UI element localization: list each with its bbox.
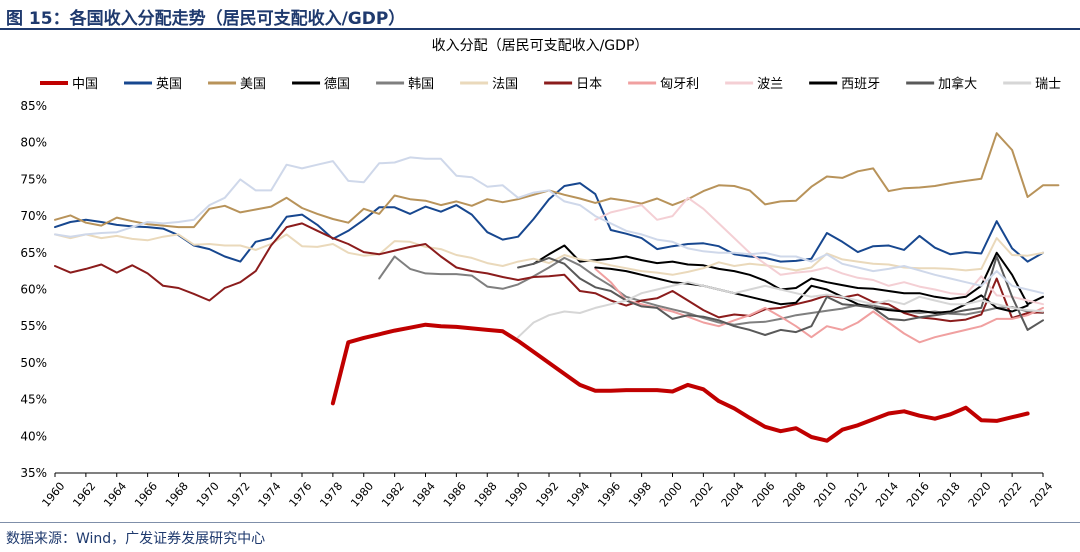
y-tick-label: 70% <box>20 209 47 223</box>
x-tick-label: 1968 <box>163 480 191 510</box>
series-line <box>517 281 1044 339</box>
y-tick-label: 75% <box>20 172 47 186</box>
legend: 中国英国美国德国韩国法国日本匈牙利波兰西班牙加拿大瑞士意大利 <box>40 76 1061 92</box>
y-tick-label: 60% <box>20 283 47 297</box>
x-tick-label: 2004 <box>719 480 747 510</box>
series-line <box>594 267 1044 344</box>
y-tick-label: 50% <box>20 356 47 370</box>
legend-label: 日本 <box>576 77 602 92</box>
x-tick-label: 2020 <box>966 480 994 510</box>
legend-item: 韩国 <box>376 77 434 92</box>
legend-item: 西班牙 <box>809 77 880 92</box>
x-tick-label: 2006 <box>750 480 778 510</box>
x-tick-label: 1972 <box>225 480 253 510</box>
legend-item: 匈牙利 <box>628 77 699 92</box>
legend-label: 法国 <box>492 77 518 92</box>
x-tick-label: 2000 <box>657 480 685 510</box>
legend-item: 瑞士 <box>1003 77 1061 92</box>
line-chart: 收入分配（居民可支配收入/GDP） 中国 英国 美国 德国 韩国 法国 日本 匈牙利 波兰 西班牙… <box>20 38 1061 510</box>
x-tick-label: 1976 <box>286 480 314 510</box>
source-note: 数据来源：Wind，广发证券发展研究中心 <box>6 531 266 547</box>
x-tick-label: 1980 <box>348 480 376 510</box>
x-tick-label: 1988 <box>472 480 500 510</box>
series-line <box>532 244 1044 306</box>
legend-item: 德国 <box>292 77 350 92</box>
legend-item: 法国 <box>460 77 518 92</box>
legend-label: 韩国 <box>408 77 434 92</box>
x-tick-label: 1962 <box>70 480 98 510</box>
x-tick-label: 1996 <box>595 480 623 510</box>
legend-item: 英国 <box>124 77 182 92</box>
x-tick-label: 1966 <box>132 480 160 510</box>
x-tick-label: 2012 <box>842 480 870 510</box>
x-tick-label: 2010 <box>811 480 839 510</box>
x-tick-label: 1992 <box>533 480 561 510</box>
y-tick-label: 55% <box>20 319 47 333</box>
x-tick-label: 2024 <box>1027 480 1055 510</box>
y-tick-label: 40% <box>20 429 47 443</box>
series-lines <box>54 132 1060 443</box>
legend-label: 波兰 <box>757 77 783 92</box>
legend-item: 日本 <box>544 77 602 92</box>
x-tick-label: 2008 <box>780 480 808 510</box>
x-tick-label: 2018 <box>935 480 963 510</box>
x-tick-label: 1978 <box>317 480 345 510</box>
series-line <box>330 322 1030 443</box>
series-line <box>54 222 1044 323</box>
legend-label: 美国 <box>240 77 266 92</box>
legend-label: 英国 <box>156 77 182 92</box>
top-divider <box>0 28 1080 30</box>
x-tick-label: 1990 <box>503 480 531 510</box>
series-line <box>54 132 1060 229</box>
legend-label: 匈牙利 <box>660 77 699 92</box>
legend-item: 中国 <box>40 77 98 92</box>
x-tick-label: 1964 <box>101 480 129 510</box>
x-tick-label: 1986 <box>441 480 469 510</box>
y-tick-label: 80% <box>20 136 47 150</box>
x-tick-label: 1974 <box>256 480 284 510</box>
x-tick-label: 1984 <box>410 480 438 510</box>
series-line <box>54 233 1044 276</box>
figure-title: 图 15：各国收入分配走势（居民可支配收入/GDP） <box>6 9 406 29</box>
chart-title: 收入分配（居民可支配收入/GDP） <box>432 38 649 54</box>
x-tick-label: 2016 <box>904 480 932 510</box>
x-tick-label: 1982 <box>379 480 407 510</box>
x-tick-label: 1960 <box>39 480 67 510</box>
x-tick-label: 1994 <box>564 480 592 510</box>
legend-label: 瑞士 <box>1035 77 1061 92</box>
y-tick-label: 45% <box>20 393 47 407</box>
series-line <box>517 255 1044 336</box>
x-tick-label: 2014 <box>873 480 901 510</box>
series-line <box>594 196 1044 306</box>
legend-item: 波兰 <box>725 77 783 92</box>
series-line <box>594 266 1029 314</box>
bottom-divider <box>0 522 1080 523</box>
x-tick-label: 1998 <box>626 480 654 510</box>
y-tick-label: 85% <box>20 99 47 113</box>
legend-label: 德国 <box>324 77 350 92</box>
y-tick-label: 65% <box>20 246 47 260</box>
legend-label: 中国 <box>72 77 98 92</box>
x-tick-label: 2002 <box>688 480 716 510</box>
x-tick-label: 1970 <box>194 480 222 510</box>
y-tick-label: 35% <box>20 466 47 480</box>
legend-item: 加拿大 <box>906 76 977 92</box>
series-line <box>54 182 1044 263</box>
legend-label: 西班牙 <box>841 77 880 92</box>
series-line <box>54 156 1044 295</box>
legend-item: 美国 <box>208 77 266 92</box>
legend-label: 加拿大 <box>938 76 977 92</box>
x-tick-label: 2022 <box>997 480 1025 510</box>
